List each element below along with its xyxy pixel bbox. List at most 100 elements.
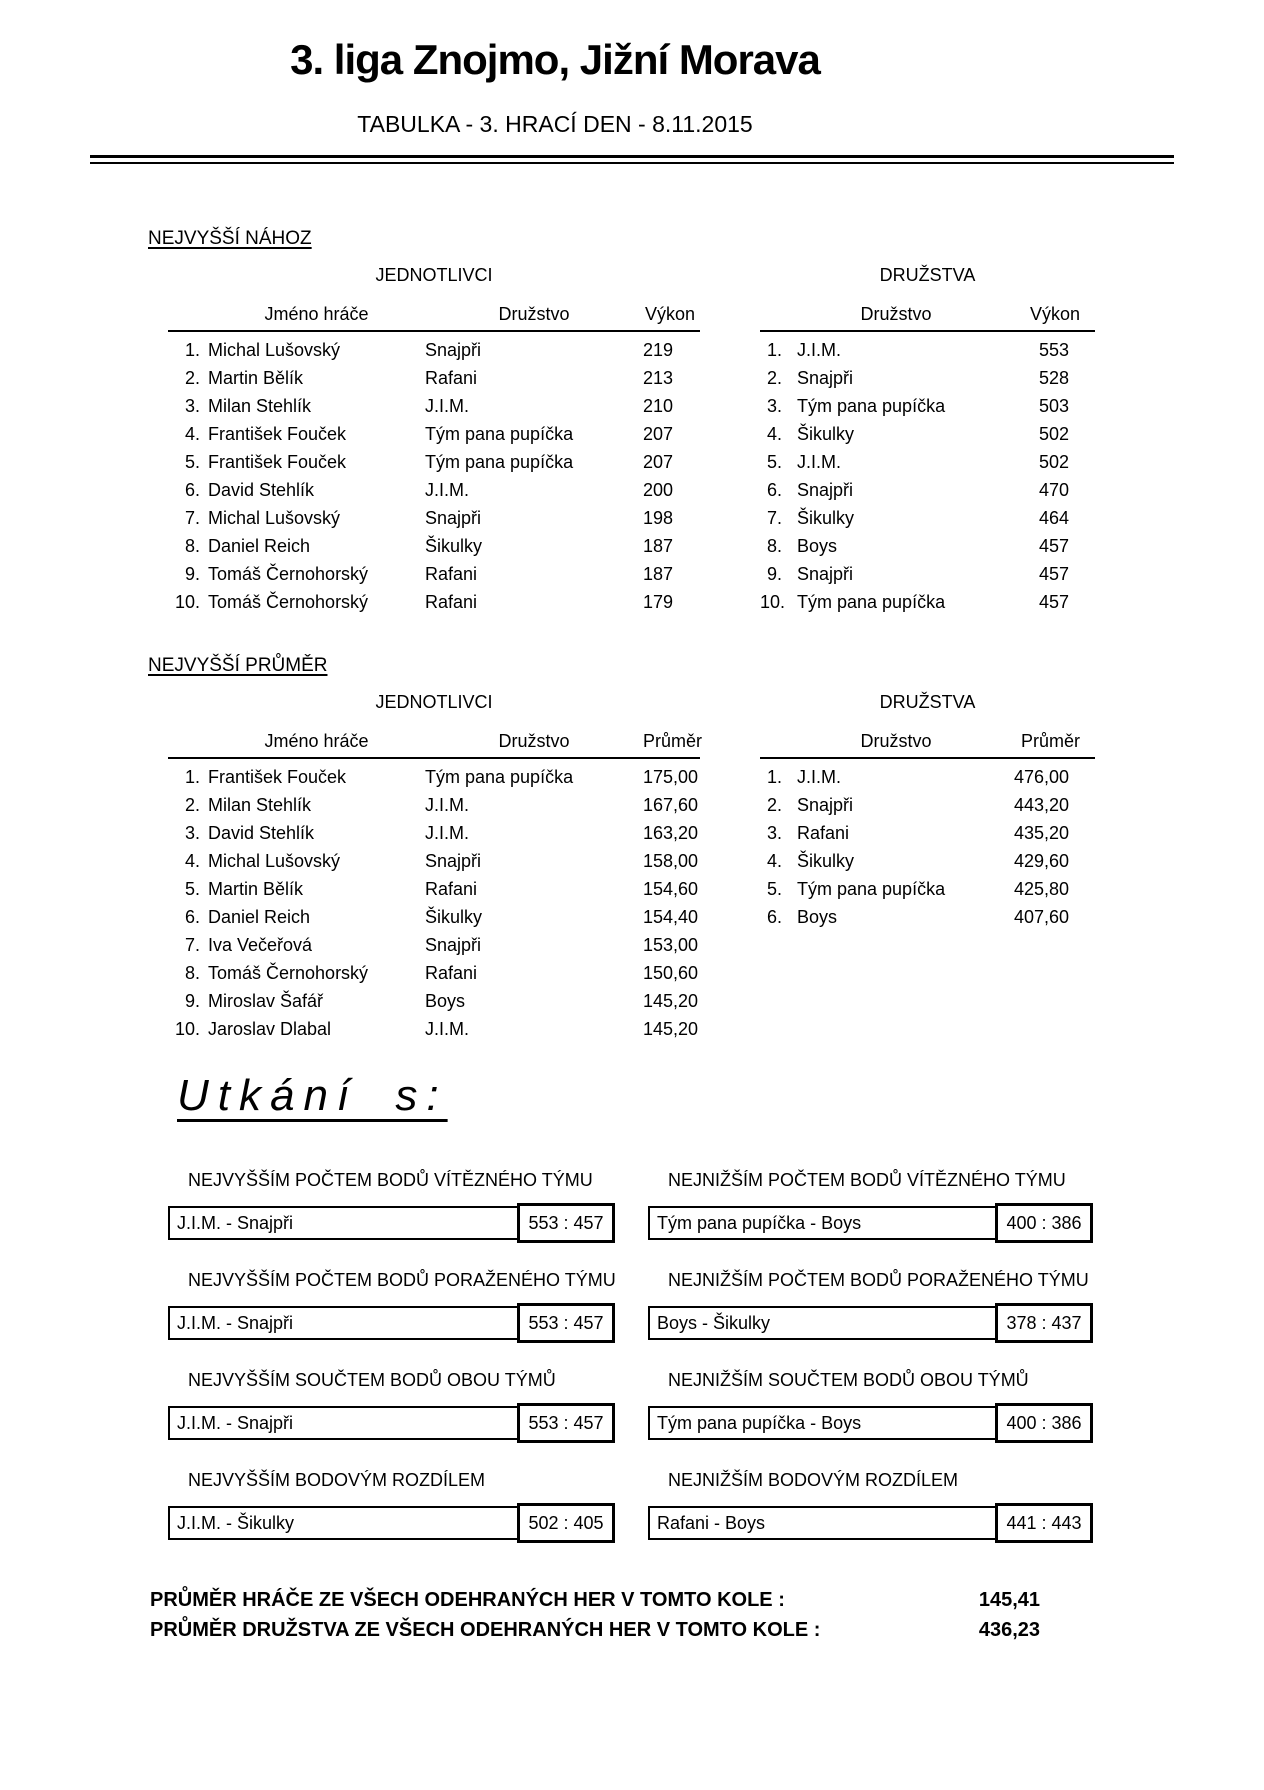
table-row: 1. J.I.M. 553 [760,336,1095,364]
score-value: 198 [643,508,674,528]
match-score: 400 : 386 [995,1403,1093,1443]
individuals-table: JEDNOTLIVCI Jméno hráče Družstvo Výkon 1… [168,264,700,616]
average-value: 163,20 [643,823,699,843]
player-name: Martin Bělík [208,368,304,388]
team-name: Tým pana pupíčka [425,424,574,444]
match-label: NEJNIŽŠÍM POČTEM BODŮ PORAŽENÉHO TÝMU [668,1270,1089,1290]
row-number: 1. [766,340,782,360]
team-name: Boys [797,536,838,556]
match-unit: NEJNIŽŠÍM POČTEM BODŮ VÍTĚZNÉHO TÝMU Tým… [648,1165,1093,1265]
player-name: Iva Večeřová [208,935,313,955]
team-name: Tým pana pupíčka [797,879,946,899]
table-row: 7. Iva Večeřová Snajpři 153,00 [168,931,700,959]
table-caption: JEDNOTLIVCI [375,265,493,285]
match-label: NEJVYŠŠÍM BODOVÝM ROZDÍLEM [188,1470,486,1490]
team-name: Snajpři [425,935,482,955]
score-value: 502 [1038,424,1069,444]
match-label: NEJNIŽŠÍM BODOVÝM ROZDÍLEM [668,1470,959,1490]
table-body: 1. Michal Lušovský Snajpři 219 2. Martin… [168,336,700,616]
row-number: 8. [184,963,200,983]
team-name: Rafani [797,823,850,843]
col-header-team: Družstvo [860,304,932,324]
player-name: Milan Stehlík [208,396,312,416]
match-unit: NEJNIŽŠÍM POČTEM BODŮ PORAŽENÉHO TÝMU Bo… [648,1265,1093,1365]
average-value: 443,20 [1013,795,1069,815]
tables-row: JEDNOTLIVCI Jméno hráče Družstvo Průměr … [168,691,1264,1043]
table-row: 3. Rafani 435,20 [760,819,1095,847]
match-score: 400 : 386 [995,1203,1093,1243]
team-name: Snajpři [797,564,854,584]
summary-label: PRŮMĚR HRÁČE ZE VŠECH ODEHRANÝCH HER V T… [150,1589,785,1611]
match-label: NEJNIŽŠÍM POČTEM BODŮ VÍTĚZNÉHO TÝMU [668,1170,1066,1190]
table-row: 2. Snajpři 528 [760,364,1095,392]
score-value: 213 [643,368,674,388]
player-name: David Stehlík [208,823,315,843]
player-name: Daniel Reich [208,907,311,927]
row-number: 6. [766,480,782,500]
row-number: 6. [184,907,200,927]
col-header-name: Jméno hráče [264,731,369,751]
team-name: Rafani [425,592,478,612]
player-name: Martin Bělík [208,879,304,899]
row-number: 2. [184,368,200,388]
team-name: Snajpři [425,508,482,528]
match-box: J.I.M. - Snajpři 553 : 457 [168,1403,615,1443]
average-value: 145,20 [643,991,699,1011]
player-name: František Fouček [208,767,347,787]
match-box: Rafani - Boys 441 : 443 [648,1503,1093,1543]
table-row: 2. Martin Bělík Rafani 213 [168,364,700,392]
summary-value: 145,41 [978,1589,1040,1611]
table-header: Jméno hráče Družstvo Výkon [168,304,700,332]
table-row: 9. Miroslav Šafář Boys 145,20 [168,987,700,1015]
team-name: Snajpři [797,480,854,500]
team-name: Snajpři [797,368,854,388]
score-value: 179 [643,592,674,612]
table-row: 5. Martin Bělík Rafani 154,60 [168,875,700,903]
header-divider [90,155,1174,164]
player-name: František Fouček [208,452,347,472]
match-label: NEJVYŠŠÍM POČTEM BODŮ PORAŽENÉHO TÝMU [188,1270,616,1290]
row-number: 3. [184,396,200,416]
team-name: Boys [797,907,838,927]
row-number: 4. [766,851,782,871]
match-unit: NEJVYŠŠÍM POČTEM BODŮ PORAŽENÉHO TÝMU J.… [168,1265,616,1365]
team-name: J.I.M. [425,396,469,416]
match-score: 502 : 405 [517,1503,615,1543]
section-highest-average: NEJVYŠŠÍ PRŮMĚR JEDNOTLIVCI Jméno hráče … [0,655,1264,1043]
individuals-table: JEDNOTLIVCI Jméno hráče Družstvo Průměr … [168,691,702,1043]
match-unit: NEJVYŠŠÍM BODOVÝM ROZDÍLEM J.I.M. - Šiku… [168,1465,615,1565]
player-name: Michal Lušovský [208,340,341,360]
row-number: 9. [184,991,200,1011]
average-value: 158,00 [643,851,699,871]
match-score: 378 : 437 [995,1303,1093,1343]
team-name: Rafani [425,879,478,899]
table-row: 7. Michal Lušovský Snajpři 198 [168,504,700,532]
table-row: 5. Tým pana pupíčka 425,80 [760,875,1095,903]
row-number: 5. [766,452,782,472]
header: 3. liga Znojmo, Jižní Morava [0,36,1110,84]
player-name: František Fouček [208,424,347,444]
average-value: 407,60 [1013,907,1069,927]
average-value: 425,80 [1013,879,1069,899]
table-row: 8. Boys 457 [760,532,1095,560]
table-row: 1. František Fouček Tým pana pupíčka 175… [168,763,700,791]
team-name: J.I.M. [425,1019,469,1039]
row-number: 7. [184,935,200,955]
table-row: 4. Michal Lušovský Snajpři 158,00 [168,847,700,875]
match-label: NEJNIŽŠÍM SOUČTEM BODŮ OBOU TÝMŮ [668,1370,1029,1390]
row-number: 5. [184,452,200,472]
summary-label: PRŮMĚR DRUŽSTVA ZE VŠECH ODEHRANÝCH HER … [150,1619,821,1641]
col-header-team: Družstvo [498,304,570,324]
table-row: 7. Šikulky 464 [760,504,1095,532]
col-header-team: Družstvo [498,731,570,751]
row-number: 5. [184,879,200,899]
summary-row: PRŮMĚR HRÁČE ZE VŠECH ODEHRANÝCH HER V T… [150,1585,1040,1615]
row-number: 4. [184,424,200,444]
team-name: J.I.M. [797,767,841,787]
team-name: J.I.M. [425,823,469,843]
team-name: Boys [425,991,466,1011]
row-number: 9. [766,564,782,584]
col-header-team: Družstvo [860,731,932,751]
match-box: Boys - Šikulky 378 : 437 [648,1303,1093,1343]
page-subtitle: TABULKA - 3. HRACÍ DEN - 8.11.2015 [357,111,753,137]
